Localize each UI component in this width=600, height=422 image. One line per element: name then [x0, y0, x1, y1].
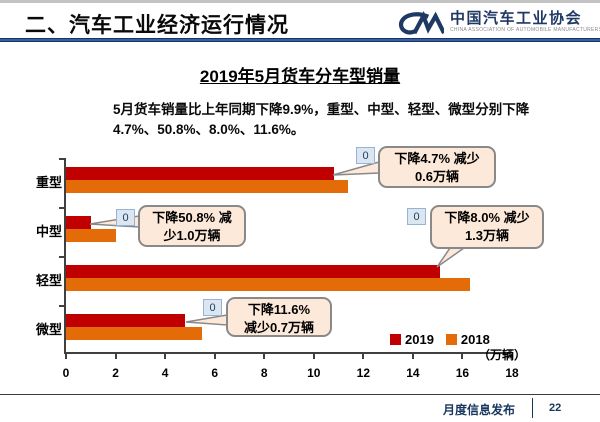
summary-line-2: 4.7%、50.8%、8.0%、11.6%。	[113, 122, 305, 137]
org-logo: 中国汽车工业协会 CHINA ASSOCIATION OF AUTOMOBILE…	[398, 10, 600, 43]
callout-light: 下降8.0% 减少 1.3万辆	[430, 205, 544, 249]
bar-2018-轻型	[66, 278, 470, 291]
chart-title: 2019年5月货车分车型销量	[199, 67, 401, 86]
x-axis-tick	[213, 354, 216, 359]
y-axis-tick	[59, 207, 64, 209]
page-number: 22	[549, 402, 562, 414]
top-strip	[0, 0, 600, 3]
callout-mini-line1: 下降11.6%	[247, 302, 311, 317]
bar-2019-重型	[66, 167, 334, 180]
category-label: 重型	[35, 175, 62, 190]
org-name-en: CHINA ASSOCIATION OF AUTOMOBILE MANUFACT…	[450, 27, 600, 33]
x-axis-tick-label: 0	[62, 366, 70, 380]
data-label-zero: 0	[407, 208, 426, 225]
y-axis-tick	[59, 158, 64, 160]
category-label: 轻型	[35, 273, 62, 288]
x-axis-tick	[114, 354, 117, 359]
callout-light-line1: 下降8.0% 减少	[444, 210, 530, 225]
data-label-zero: 0	[203, 299, 222, 316]
bar-2018-中型	[66, 229, 116, 242]
callout-medium-line2: 少1.0万辆	[163, 228, 221, 243]
footer-divider	[0, 394, 600, 395]
y-axis-tick	[59, 256, 64, 258]
callout-heavy: 下降4.7% 减少 0.6万辆	[378, 146, 496, 188]
x-axis-tick-label: 16	[455, 366, 470, 380]
x-axis-tick	[511, 354, 513, 359]
legend-label: 2018	[460, 332, 490, 347]
x-axis-tick-label: 10	[307, 366, 321, 380]
summary-line-1: 5月货车销量比上年同期下降9.9%，重型、中型、轻型、微型分别下降	[113, 102, 530, 117]
x-axis-tick	[312, 354, 315, 359]
x-axis-tick	[362, 354, 365, 359]
legend-swatch-icon	[445, 334, 457, 345]
summary-text: 5月货车销量比上年同期下降9.9%，重型、中型、轻型、微型分别下降 4.7%、5…	[113, 100, 555, 140]
x-axis-tick-label: 8	[260, 366, 268, 380]
footer-label: 月度信息发布	[443, 403, 516, 417]
org-name-cn: 中国汽车工业协会	[450, 10, 583, 27]
legend-label: 2019	[405, 332, 434, 347]
bar-2019-微型	[66, 314, 185, 327]
x-axis-tick-label: 14	[406, 366, 420, 380]
plot-area: 重型中型轻型微型 0 2 4 6 8 10 12 14 16 18	[36, 158, 519, 380]
x-axis-tick	[263, 354, 266, 359]
callout-medium-line1: 下降50.8% 减	[152, 210, 232, 225]
callout-mini: 下降11.6% 减少0.7万辆	[226, 297, 332, 337]
bar-2018-重型	[66, 180, 349, 193]
x-axis-tick	[164, 354, 167, 359]
callout-mini-line2: 减少0.7万辆	[243, 320, 315, 335]
axis-unit-label: （万辆）	[478, 348, 527, 362]
x-axis-tick	[461, 354, 464, 359]
cama-logo-icon	[398, 10, 446, 43]
callout-light-line2: 1.3万辆	[464, 228, 510, 243]
x-axis-tick-label: 6	[211, 366, 218, 380]
callout-heavy-line1: 下降4.7% 减少	[394, 151, 480, 166]
x-axis-tick	[65, 354, 67, 359]
header-divider	[0, 38, 600, 42]
callout-medium: 下降50.8% 减 少1.0万辆	[138, 205, 246, 247]
page-title: 二、汽车工业经济运行情况	[25, 14, 289, 37]
bar-2019-中型	[66, 216, 91, 229]
category-label: 中型	[35, 224, 62, 239]
category-label: 微型	[35, 322, 62, 337]
legend-swatch-icon	[390, 334, 401, 345]
x-axis-tick	[411, 354, 414, 359]
callout-heavy-line2: 0.6万辆	[414, 169, 460, 184]
legend-item-2018: 2018	[445, 332, 490, 347]
bar-2019-轻型	[66, 265, 441, 278]
x-axis-tick-label: 2	[112, 366, 119, 380]
x-axis-tick-label: 4	[161, 366, 169, 380]
footer-separator	[532, 398, 533, 418]
x-axis-tick-label: 18	[505, 366, 519, 380]
data-label-zero: 0	[116, 209, 135, 226]
legend-item-2019: 2019	[390, 332, 434, 347]
bar-2018-微型	[66, 327, 203, 340]
data-label-zero: 0	[356, 147, 375, 164]
y-axis-tick	[59, 305, 64, 307]
chart-legend: 2019 2018	[390, 332, 490, 347]
x-axis-tick-label: 12	[356, 366, 370, 380]
